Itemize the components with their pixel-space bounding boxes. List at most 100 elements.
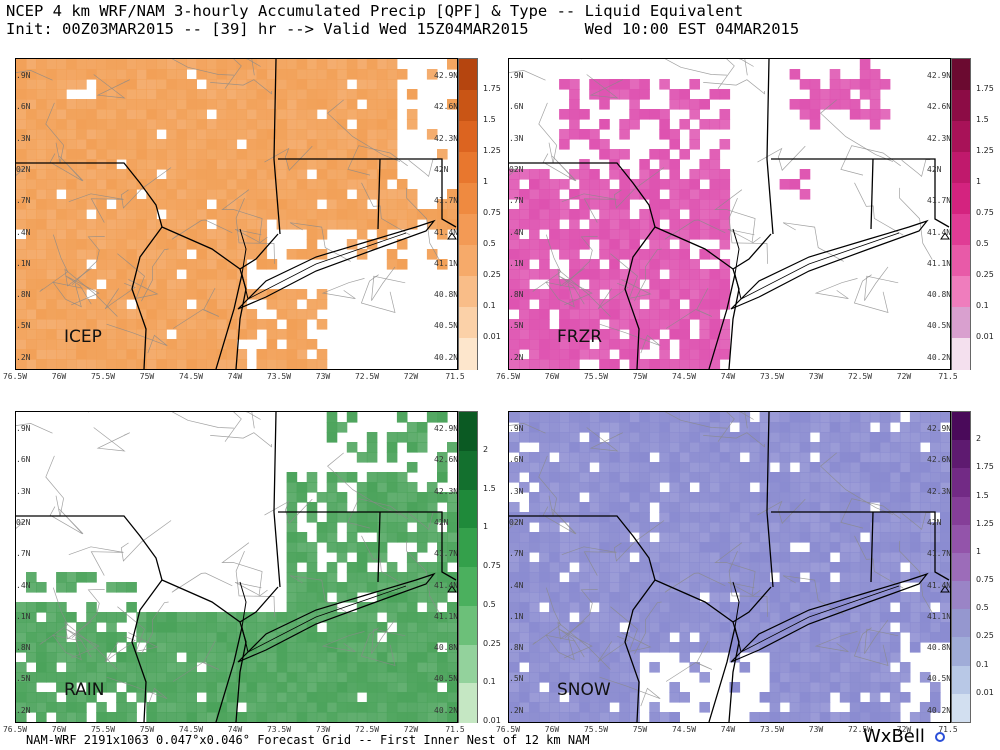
lat-label-right: 42.9N xyxy=(434,71,458,80)
colorbar-swatch xyxy=(459,412,477,452)
lat-label-left: .8N xyxy=(16,290,31,300)
lat-label-right: 40.5N xyxy=(927,321,951,331)
panel-snow: SNOW .9N 42.9N .6N 42.6N .3N 42.3N 02N 42N .7N 41… xyxy=(508,411,951,723)
lat-label-left: .2N xyxy=(509,705,524,715)
lat-label-right: 42.9N xyxy=(927,71,951,80)
colorbar-label: 0.25 xyxy=(483,270,501,279)
lon-label: 74W xyxy=(720,372,736,381)
lat-label-left: .8N xyxy=(509,643,524,653)
map-title-line2: Init: 00Z03MAR2015 -- [39] hr --> Valid … xyxy=(6,20,800,38)
lon-label: 72.5W xyxy=(354,372,380,381)
lat-label-right: 41.1N xyxy=(927,611,951,621)
boundaries xyxy=(16,59,457,369)
colorbar-swatch xyxy=(459,90,477,122)
lat-label-left: .8N xyxy=(509,290,524,300)
lat-label-right: 40.8N xyxy=(927,643,951,653)
colorbar-label: 2 xyxy=(976,434,982,444)
lon-label: 75W xyxy=(632,372,648,381)
lat-label-right: 40.5N xyxy=(434,674,458,684)
colorbar-swatch xyxy=(952,496,970,526)
lat-label-left: .4N xyxy=(16,227,31,237)
colorbar-swatch xyxy=(459,307,477,339)
lon-label: 76W xyxy=(544,725,560,734)
lon-label: 71.5 xyxy=(445,725,465,734)
panel-label-icep: ICEP xyxy=(64,327,102,347)
lon-label: 75W xyxy=(139,372,155,381)
lat-label-left: .3N xyxy=(16,486,31,496)
colorbar-frzr xyxy=(951,58,971,370)
colorbar-label: 1.5 xyxy=(976,490,989,500)
lat-label-right: 42.6N xyxy=(434,102,458,112)
lon-label: 75W xyxy=(139,725,155,734)
precip-field xyxy=(16,59,457,369)
colorbar-swatch xyxy=(459,567,477,607)
panel-label-frzr: FRZR xyxy=(557,327,603,347)
map-rain xyxy=(16,412,457,722)
colorbar-label: 0.5 xyxy=(483,599,496,609)
colorbar-swatch xyxy=(459,59,477,91)
lat-label-left: .7N xyxy=(16,549,31,559)
colorbar-swatch xyxy=(952,524,970,554)
colorbar-swatch xyxy=(459,121,477,153)
panel-rain: RAIN .9N 42.9N .6N 42.6N .3N 42.3N 02N 42N .7N 41… xyxy=(15,411,458,723)
precip-field xyxy=(509,59,891,369)
lat-label-right: 42.9N xyxy=(927,424,951,433)
lat-label-right: 42.3N xyxy=(927,133,951,143)
lon-label: 75.5W xyxy=(583,725,609,734)
lon-label: 73.5W xyxy=(759,725,785,734)
colorbar-label: 1.25 xyxy=(483,146,501,155)
lat-label-left: .6N xyxy=(16,455,31,465)
lat-label-left: .1N xyxy=(16,258,31,268)
colorbar-swatch xyxy=(952,90,970,122)
colorbar-swatch xyxy=(459,450,477,490)
lon-label: 72W xyxy=(896,725,912,734)
lat-label-left: .5N xyxy=(16,674,31,684)
lat-label-left: .3N xyxy=(16,133,31,143)
lat-label-left: .1N xyxy=(509,611,524,621)
lat-label-right: 42.9N xyxy=(434,424,458,433)
colorbar-label: 0.25 xyxy=(976,631,994,641)
lat-label-left: .3N xyxy=(509,133,524,143)
lat-label-left: .9N xyxy=(509,424,524,433)
boundaries xyxy=(16,412,457,722)
lat-label-right: 41.7N xyxy=(927,196,951,206)
colorbar-label: 1.75 xyxy=(483,84,501,93)
colorbar-swatch xyxy=(459,338,477,370)
colorbar-swatch xyxy=(952,152,970,184)
colorbar-swatch xyxy=(952,581,970,610)
lat-label-right: 42.3N xyxy=(434,486,458,496)
colorbar-label: 0.1 xyxy=(976,659,989,669)
lat-label-right: 41.1N xyxy=(434,258,458,268)
colorbar-label: 0.1 xyxy=(483,677,496,687)
colorbar-label: 1.5 xyxy=(483,115,496,124)
colorbar-label: 0.25 xyxy=(976,270,994,279)
lat-label-left: .4N xyxy=(509,227,524,237)
colorbar-swatch xyxy=(952,440,970,469)
brand-logo: WxBell xyxy=(863,726,925,747)
colorbar-label: 0.01 xyxy=(976,332,994,341)
colorbar-rain xyxy=(458,411,478,723)
colorbar-label: 0.01 xyxy=(483,716,501,725)
lat-label-left: .1N xyxy=(509,258,524,268)
lat-label-left: .7N xyxy=(509,549,524,559)
colorbar-label: 0.75 xyxy=(483,561,501,570)
colorbar-swatch xyxy=(952,214,970,246)
lon-label: 76.5W xyxy=(495,725,521,734)
lon-label: 72W xyxy=(403,372,419,381)
lat-label-right: 42N xyxy=(434,164,449,174)
lon-label: 73W xyxy=(315,372,331,381)
lat-label-right: 41.4N xyxy=(927,227,951,237)
lat-label-right: 40.8N xyxy=(434,290,458,300)
lon-label: 74.5W xyxy=(178,372,204,381)
lat-label-right: 42N xyxy=(927,517,942,527)
lon-label: 76.5W xyxy=(495,372,521,381)
lon-label: 74W xyxy=(227,372,243,381)
lat-label-right: 40.2N xyxy=(434,705,458,715)
colorbar-label: 2 xyxy=(483,444,489,454)
colorbar-swatch xyxy=(952,693,970,723)
lat-label-left: .9N xyxy=(16,424,31,433)
colorbar-label: 0.5 xyxy=(976,603,989,613)
colorbar-swatch xyxy=(952,183,970,215)
colorbar-label: 0.1 xyxy=(976,301,989,310)
lat-label-left: 02N xyxy=(16,517,31,527)
